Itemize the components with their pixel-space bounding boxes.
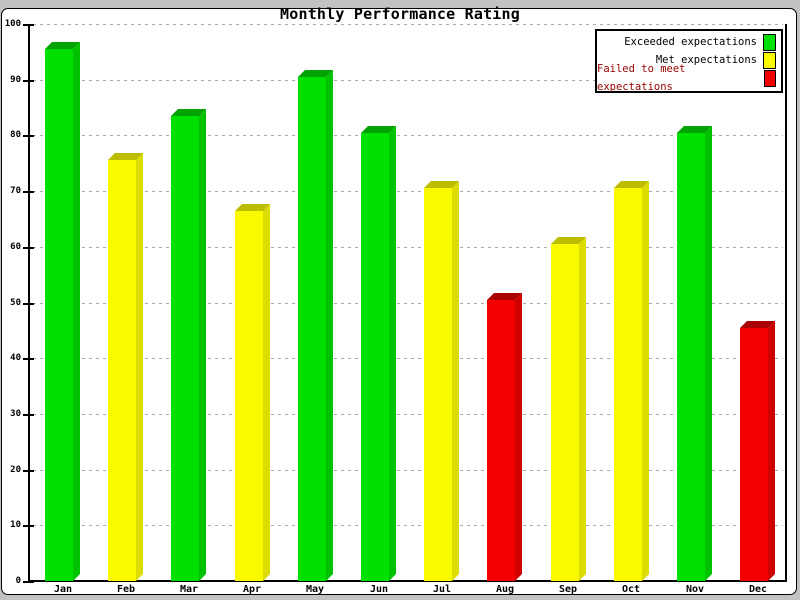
bar-side-may — [326, 70, 333, 581]
y-tick-label: 50 — [10, 298, 21, 308]
gridline — [33, 135, 783, 136]
legend-swatch-red — [763, 69, 776, 87]
x-label-jun: Jun — [369, 584, 389, 595]
legend-item-met: Met expectations — [597, 51, 781, 69]
legend: Exceeded expectations Met expectations F… — [595, 29, 783, 93]
y-tick-label: 60 — [10, 242, 21, 252]
bar-side-nov — [705, 126, 712, 581]
x-axis — [28, 580, 786, 582]
bar-oct — [614, 188, 642, 581]
gridline — [33, 358, 783, 359]
bar-top-mar — [171, 109, 206, 116]
gridline — [33, 24, 783, 25]
plot-right-border — [785, 24, 787, 582]
bar-side-feb — [136, 153, 143, 581]
bar-side-aug — [515, 293, 522, 581]
bar-apr — [235, 211, 263, 581]
x-label-jan: Jan — [53, 584, 73, 595]
bar-top-nov — [677, 126, 712, 133]
bar-side-jun — [389, 126, 396, 581]
y-tick — [23, 581, 34, 583]
gridline — [33, 414, 783, 415]
y-tick-label: 30 — [10, 409, 21, 419]
y-tick-label: 0 — [15, 576, 21, 586]
x-label-aug: Aug — [495, 584, 515, 595]
x-label-dec: Dec — [748, 584, 768, 595]
y-tick-label: 10 — [10, 520, 21, 530]
bar-top-sep — [551, 237, 586, 244]
y-tick-label: 80 — [10, 130, 21, 140]
bar-sep — [551, 244, 579, 581]
y-tick-label: 40 — [10, 353, 21, 363]
chart-title: Monthly Performance Rating — [280, 5, 520, 23]
x-label-sep: Sep — [558, 584, 578, 595]
bar-top-jan — [45, 42, 80, 49]
bar-side-dec — [768, 321, 775, 581]
bar-mar — [171, 116, 199, 581]
x-label-jul: Jul — [432, 584, 452, 595]
x-label-oct: Oct — [621, 584, 641, 595]
gridline — [33, 191, 783, 192]
bar-side-jan — [73, 42, 80, 581]
bar-top-may — [298, 70, 333, 77]
x-label-feb: Feb — [116, 584, 136, 595]
bar-side-jul — [452, 181, 459, 581]
legend-swatch-yellow — [763, 51, 776, 69]
x-label-mar: Mar — [179, 584, 199, 595]
y-tick-label: 100 — [4, 19, 21, 29]
bar-jul — [424, 188, 452, 581]
x-label-apr: Apr — [242, 584, 262, 595]
y-tick-label: 90 — [10, 75, 21, 85]
gridline — [33, 525, 783, 526]
gridline — [33, 80, 783, 81]
y-tick-label: 20 — [10, 465, 21, 475]
gridline — [33, 303, 783, 304]
x-label-may: May — [305, 584, 325, 595]
y-axis — [28, 24, 30, 581]
bar-feb — [108, 160, 136, 581]
legend-label: Failed to meet expectations — [597, 63, 686, 93]
bar-side-oct — [642, 181, 649, 581]
bar-top-apr — [235, 204, 270, 211]
bar-top-oct — [614, 181, 649, 188]
bar-jun — [361, 133, 389, 581]
bar-dec — [740, 328, 768, 581]
bar-top-aug — [487, 293, 522, 300]
bar-side-sep — [579, 237, 586, 581]
legend-item-failed: Failed to meet expectations — [597, 63, 781, 93]
bar-aug — [487, 300, 515, 581]
bar-nov — [677, 133, 705, 581]
bar-top-feb — [108, 153, 143, 160]
legend-label: Met expectations — [655, 54, 757, 66]
bar-side-apr — [263, 204, 270, 581]
bar-side-mar — [199, 109, 206, 581]
gridline — [33, 470, 783, 471]
legend-swatch-green — [763, 33, 776, 51]
bar-jan — [45, 49, 73, 581]
bar-may — [298, 77, 326, 581]
legend-label: Exceeded expectations — [624, 36, 757, 48]
gridline — [33, 247, 783, 248]
bar-top-jul — [424, 181, 459, 188]
x-label-nov: Nov — [685, 584, 705, 595]
bar-top-dec — [740, 321, 775, 328]
bar-top-jun — [361, 126, 396, 133]
legend-item-exceeded: Exceeded expectations — [597, 33, 781, 51]
y-tick-label: 70 — [10, 186, 21, 196]
